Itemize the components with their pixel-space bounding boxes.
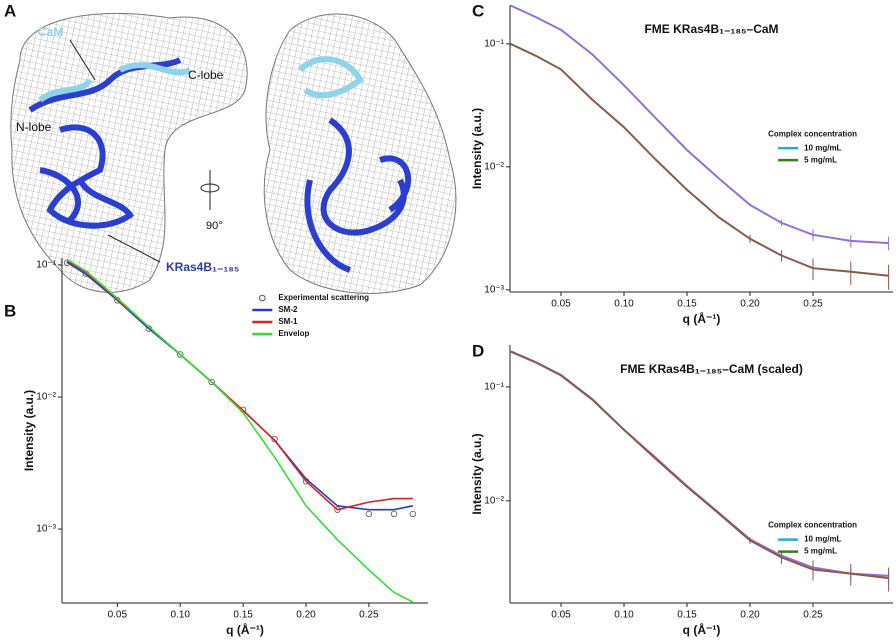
cam-ribbon-rotated xyxy=(297,56,364,99)
kras-ribbon xyxy=(28,57,182,229)
x-tick-label: 0.25 xyxy=(359,610,379,621)
data-point xyxy=(365,510,373,518)
x-axis-label: q (Å⁻¹) xyxy=(226,622,264,637)
legend-label: SM-2 xyxy=(278,305,298,314)
y-tick-label: 10⁻³ xyxy=(36,524,56,535)
y-axis-label: Intensity (a.u.) xyxy=(22,390,36,471)
x-tick-label: 0.20 xyxy=(740,610,760,621)
legend-label: 5 mg/mL xyxy=(804,155,837,164)
data-point xyxy=(208,378,215,386)
legend-label: Experimental scattering xyxy=(278,293,369,302)
panel-label: B xyxy=(4,301,16,320)
x-tick-label: 0.15 xyxy=(233,610,253,621)
x-tick-label: 0.15 xyxy=(677,610,697,621)
data-point xyxy=(390,510,398,518)
legend-swatch xyxy=(259,294,266,302)
pointer xyxy=(107,234,161,263)
panel-label: A xyxy=(4,1,16,20)
panel-label: D xyxy=(472,341,484,360)
x-tick-label: 0.05 xyxy=(108,610,128,621)
x-tick-label: 0.15 xyxy=(677,299,697,310)
pointer xyxy=(69,39,96,81)
legend-label: Envelop xyxy=(278,329,309,338)
kras-ribbon-rotated xyxy=(304,117,411,273)
x-tick-label: 0.25 xyxy=(803,610,823,621)
legend-title: Complex concentration xyxy=(768,129,857,138)
y-tick-label: 10⁻¹ xyxy=(484,38,504,49)
rotation-arrow xyxy=(200,183,220,193)
x-tick-label: 0.10 xyxy=(170,610,190,621)
data-point xyxy=(271,435,278,443)
y-tick-label: 10⁻¹ xyxy=(484,382,504,393)
y-axis-label: Intensity (a.u.) xyxy=(470,433,484,514)
y-tick-label: 10⁻² xyxy=(484,161,504,172)
x-tick-label: 0.10 xyxy=(614,610,634,621)
structure-label: KRas4B₁₋₁₈₅ xyxy=(166,260,239,274)
cam-ribbon xyxy=(38,62,192,103)
structure-label: C-lobe xyxy=(188,68,224,82)
x-tick-label: 0.05 xyxy=(551,610,571,621)
series-line xyxy=(66,258,414,603)
legend-label: 10 mg/mL xyxy=(804,143,841,152)
x-tick-label: 0.25 xyxy=(803,299,823,310)
legend-title: Complex concentration xyxy=(768,521,857,530)
series-line xyxy=(510,350,889,580)
panel-a: A CaM C-lobe N-lobe KRas4B₁₋₁₈₅ 90° B C … xyxy=(4,1,484,360)
chart-title: FME KRas4B₁₋₁₈₅–CaM xyxy=(644,22,778,36)
legend-label: 10 mg/mL xyxy=(804,535,841,544)
envelope-mesh-rotated xyxy=(263,13,457,294)
x-axis-label: q (Å⁻¹) xyxy=(683,311,721,326)
series-line xyxy=(510,4,889,245)
x-tick-label: 0.20 xyxy=(296,610,316,621)
y-tick-label: 10⁻¹ xyxy=(36,260,56,271)
legend-label: 5 mg/mL xyxy=(804,547,837,556)
x-tick-label: 0.20 xyxy=(740,299,760,310)
series-line xyxy=(66,259,413,511)
structure-label: N-lobe xyxy=(16,120,52,134)
structure-label: 90° xyxy=(206,220,223,232)
x-tick-label: 0.10 xyxy=(614,299,634,310)
chart-title: FME KRas4B₁₋₁₈₅–CaM (scaled) xyxy=(620,362,803,376)
x-tick-label: 0.05 xyxy=(551,299,571,310)
panel-label: C xyxy=(472,1,484,20)
x-axis-label: q (Å⁻¹) xyxy=(683,622,721,637)
y-tick-label: 10⁻² xyxy=(36,392,56,403)
data-point xyxy=(177,351,184,358)
data-point xyxy=(409,510,417,518)
legend-label: SM-1 xyxy=(278,317,298,326)
y-axis-label: Intensity (a.u.) xyxy=(470,108,484,189)
structure-label: CaM xyxy=(38,25,63,39)
envelope-mesh xyxy=(10,12,248,293)
y-tick-label: 10⁻² xyxy=(484,495,504,506)
y-tick-label: 10⁻³ xyxy=(484,284,504,295)
